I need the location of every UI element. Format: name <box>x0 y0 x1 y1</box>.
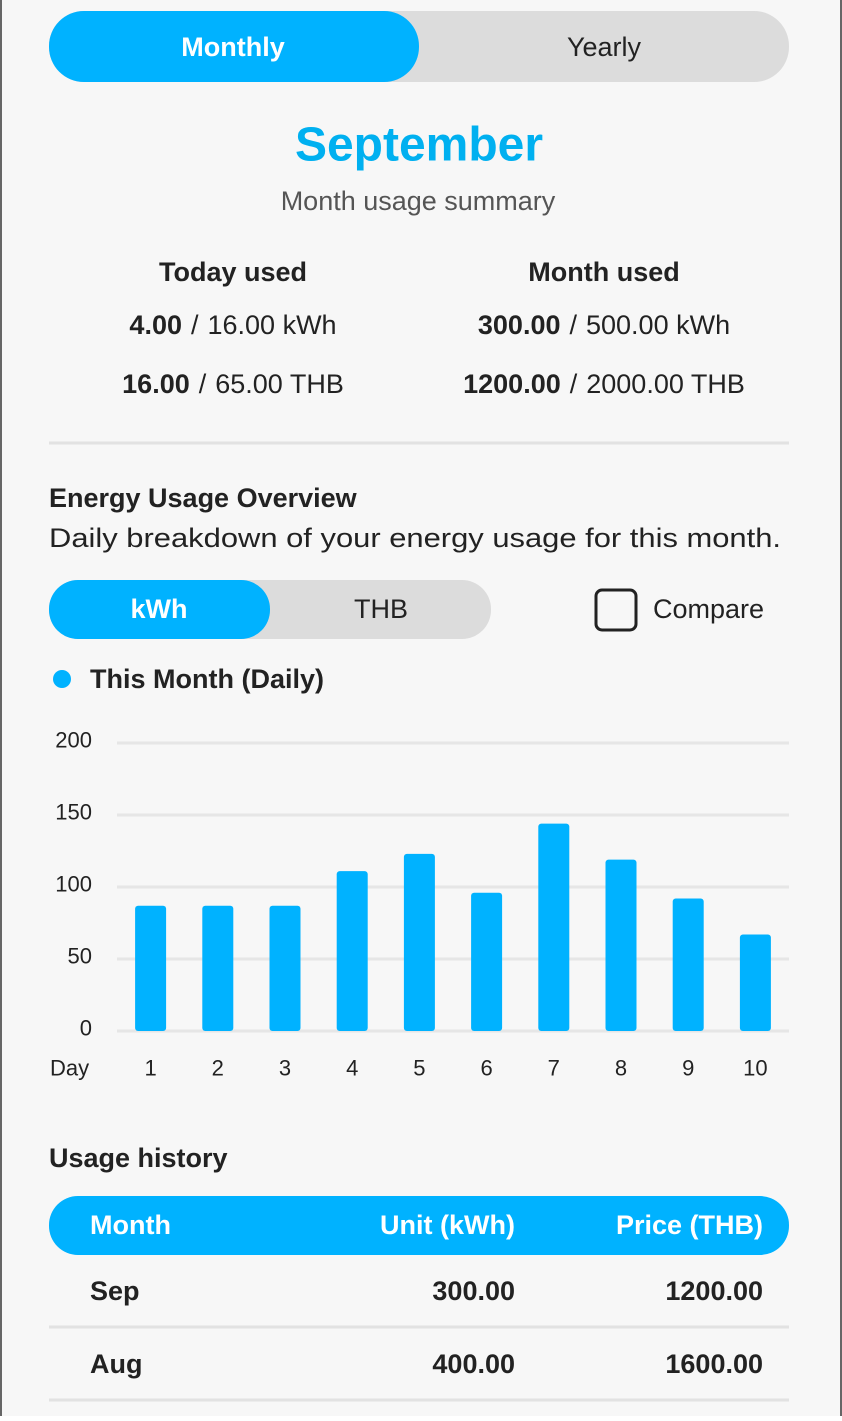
table: Month Unit (kWh) Price (THB) Sep 300.00 1200.… <box>49 1210 789 1402</box>
separator: / <box>199 369 207 399</box>
section-title: Energy Usage Overview <box>49 483 358 513</box>
limit: 16.00 kWh <box>208 310 337 340</box>
y-tick-label: 200 <box>55 728 92 753</box>
summary-value: 16.00 / 65.00 THB <box>122 369 344 399</box>
unit-option[interactable]: THB <box>354 594 408 624</box>
bar[interactable] <box>403 853 435 1031</box>
separator: / <box>191 310 199 340</box>
separator: / <box>569 310 577 340</box>
separator: / <box>570 369 578 399</box>
summary-label: Month used <box>528 257 679 287</box>
subtitle: Month usage summary <box>281 186 556 216</box>
x-tick-label: 9 <box>682 1056 694 1081</box>
bar[interactable] <box>269 905 301 1031</box>
x-tick-label: 2 <box>212 1056 224 1081</box>
section-description: Daily breakdown of your energy usage for… <box>49 523 781 553</box>
x-tick-label: 8 <box>615 1056 627 1081</box>
column-header: Price (THB) <box>616 1210 763 1240</box>
table-cell: 400.00 <box>432 1349 515 1379</box>
x-tick-label: 4 <box>346 1056 358 1081</box>
chart: This Month (Daily) 0 50 100 150 200 Day 1 2 3 4 5 6 7… <box>50 664 789 1081</box>
column-header: Unit (kWh) <box>380 1210 515 1240</box>
x-tick-label: 7 <box>548 1056 560 1081</box>
bar[interactable] <box>739 934 771 1031</box>
y-tick-label: 150 <box>55 800 92 825</box>
used: 1200.00 <box>463 369 561 399</box>
limit: 2000.00 THB <box>586 369 745 399</box>
x-tick-label: 1 <box>144 1056 156 1081</box>
column-header: Month <box>90 1210 171 1240</box>
y-tick-label: 50 <box>68 944 92 969</box>
checkbox[interactable] <box>594 588 638 632</box>
y-tick-label: 100 <box>55 872 92 897</box>
unit-option[interactable]: kWh <box>131 594 188 624</box>
table-cell: 1600.00 <box>665 1349 763 1379</box>
tab[interactable]: Monthly <box>181 32 284 62</box>
table-header <box>49 1196 789 1255</box>
x-tick-label: 6 <box>480 1056 492 1081</box>
bar[interactable] <box>336 871 368 1031</box>
used: 16.00 <box>122 369 190 399</box>
summary-value: 300.00 / 500.00 kWh <box>478 310 730 340</box>
summary-value: 4.00 / 16.00 kWh <box>129 310 336 340</box>
table-cell: 300.00 <box>432 1276 515 1306</box>
tab-active[interactable] <box>49 11 419 82</box>
bar[interactable] <box>471 892 503 1031</box>
used: 300.00 <box>478 310 561 340</box>
y-tick-label: 0 <box>80 1016 92 1041</box>
used: 4.00 <box>129 310 182 340</box>
x-tick-label: 5 <box>413 1056 425 1081</box>
x-tick-label: 3 <box>279 1056 291 1081</box>
unit-active[interactable] <box>49 580 270 639</box>
legend-label: This Month (Daily) <box>90 664 324 694</box>
tab[interactable]: Yearly <box>567 32 642 62</box>
section-title: Usage history <box>49 1143 228 1173</box>
bar[interactable] <box>538 823 570 1031</box>
table-cell: Aug <box>90 1349 142 1379</box>
bar[interactable] <box>672 898 704 1031</box>
month-title: September <box>295 119 543 172</box>
table-cell: 1200.00 <box>665 1276 763 1306</box>
legend-marker <box>53 670 71 688</box>
limit: 500.00 kWh <box>586 310 730 340</box>
bar[interactable] <box>202 905 234 1031</box>
x-tick-label: 10 <box>743 1056 767 1081</box>
limit: 65.00 THB <box>215 369 344 399</box>
table-cell: Sep <box>90 1276 140 1306</box>
checkbox-label[interactable]: Compare <box>653 594 764 624</box>
summary-label: Today used <box>159 257 307 287</box>
bar[interactable] <box>135 905 167 1031</box>
x-axis-label: Day <box>50 1056 89 1081</box>
summary-value: 1200.00 / 2000.00 THB <box>463 369 745 399</box>
bar[interactable] <box>605 859 637 1031</box>
